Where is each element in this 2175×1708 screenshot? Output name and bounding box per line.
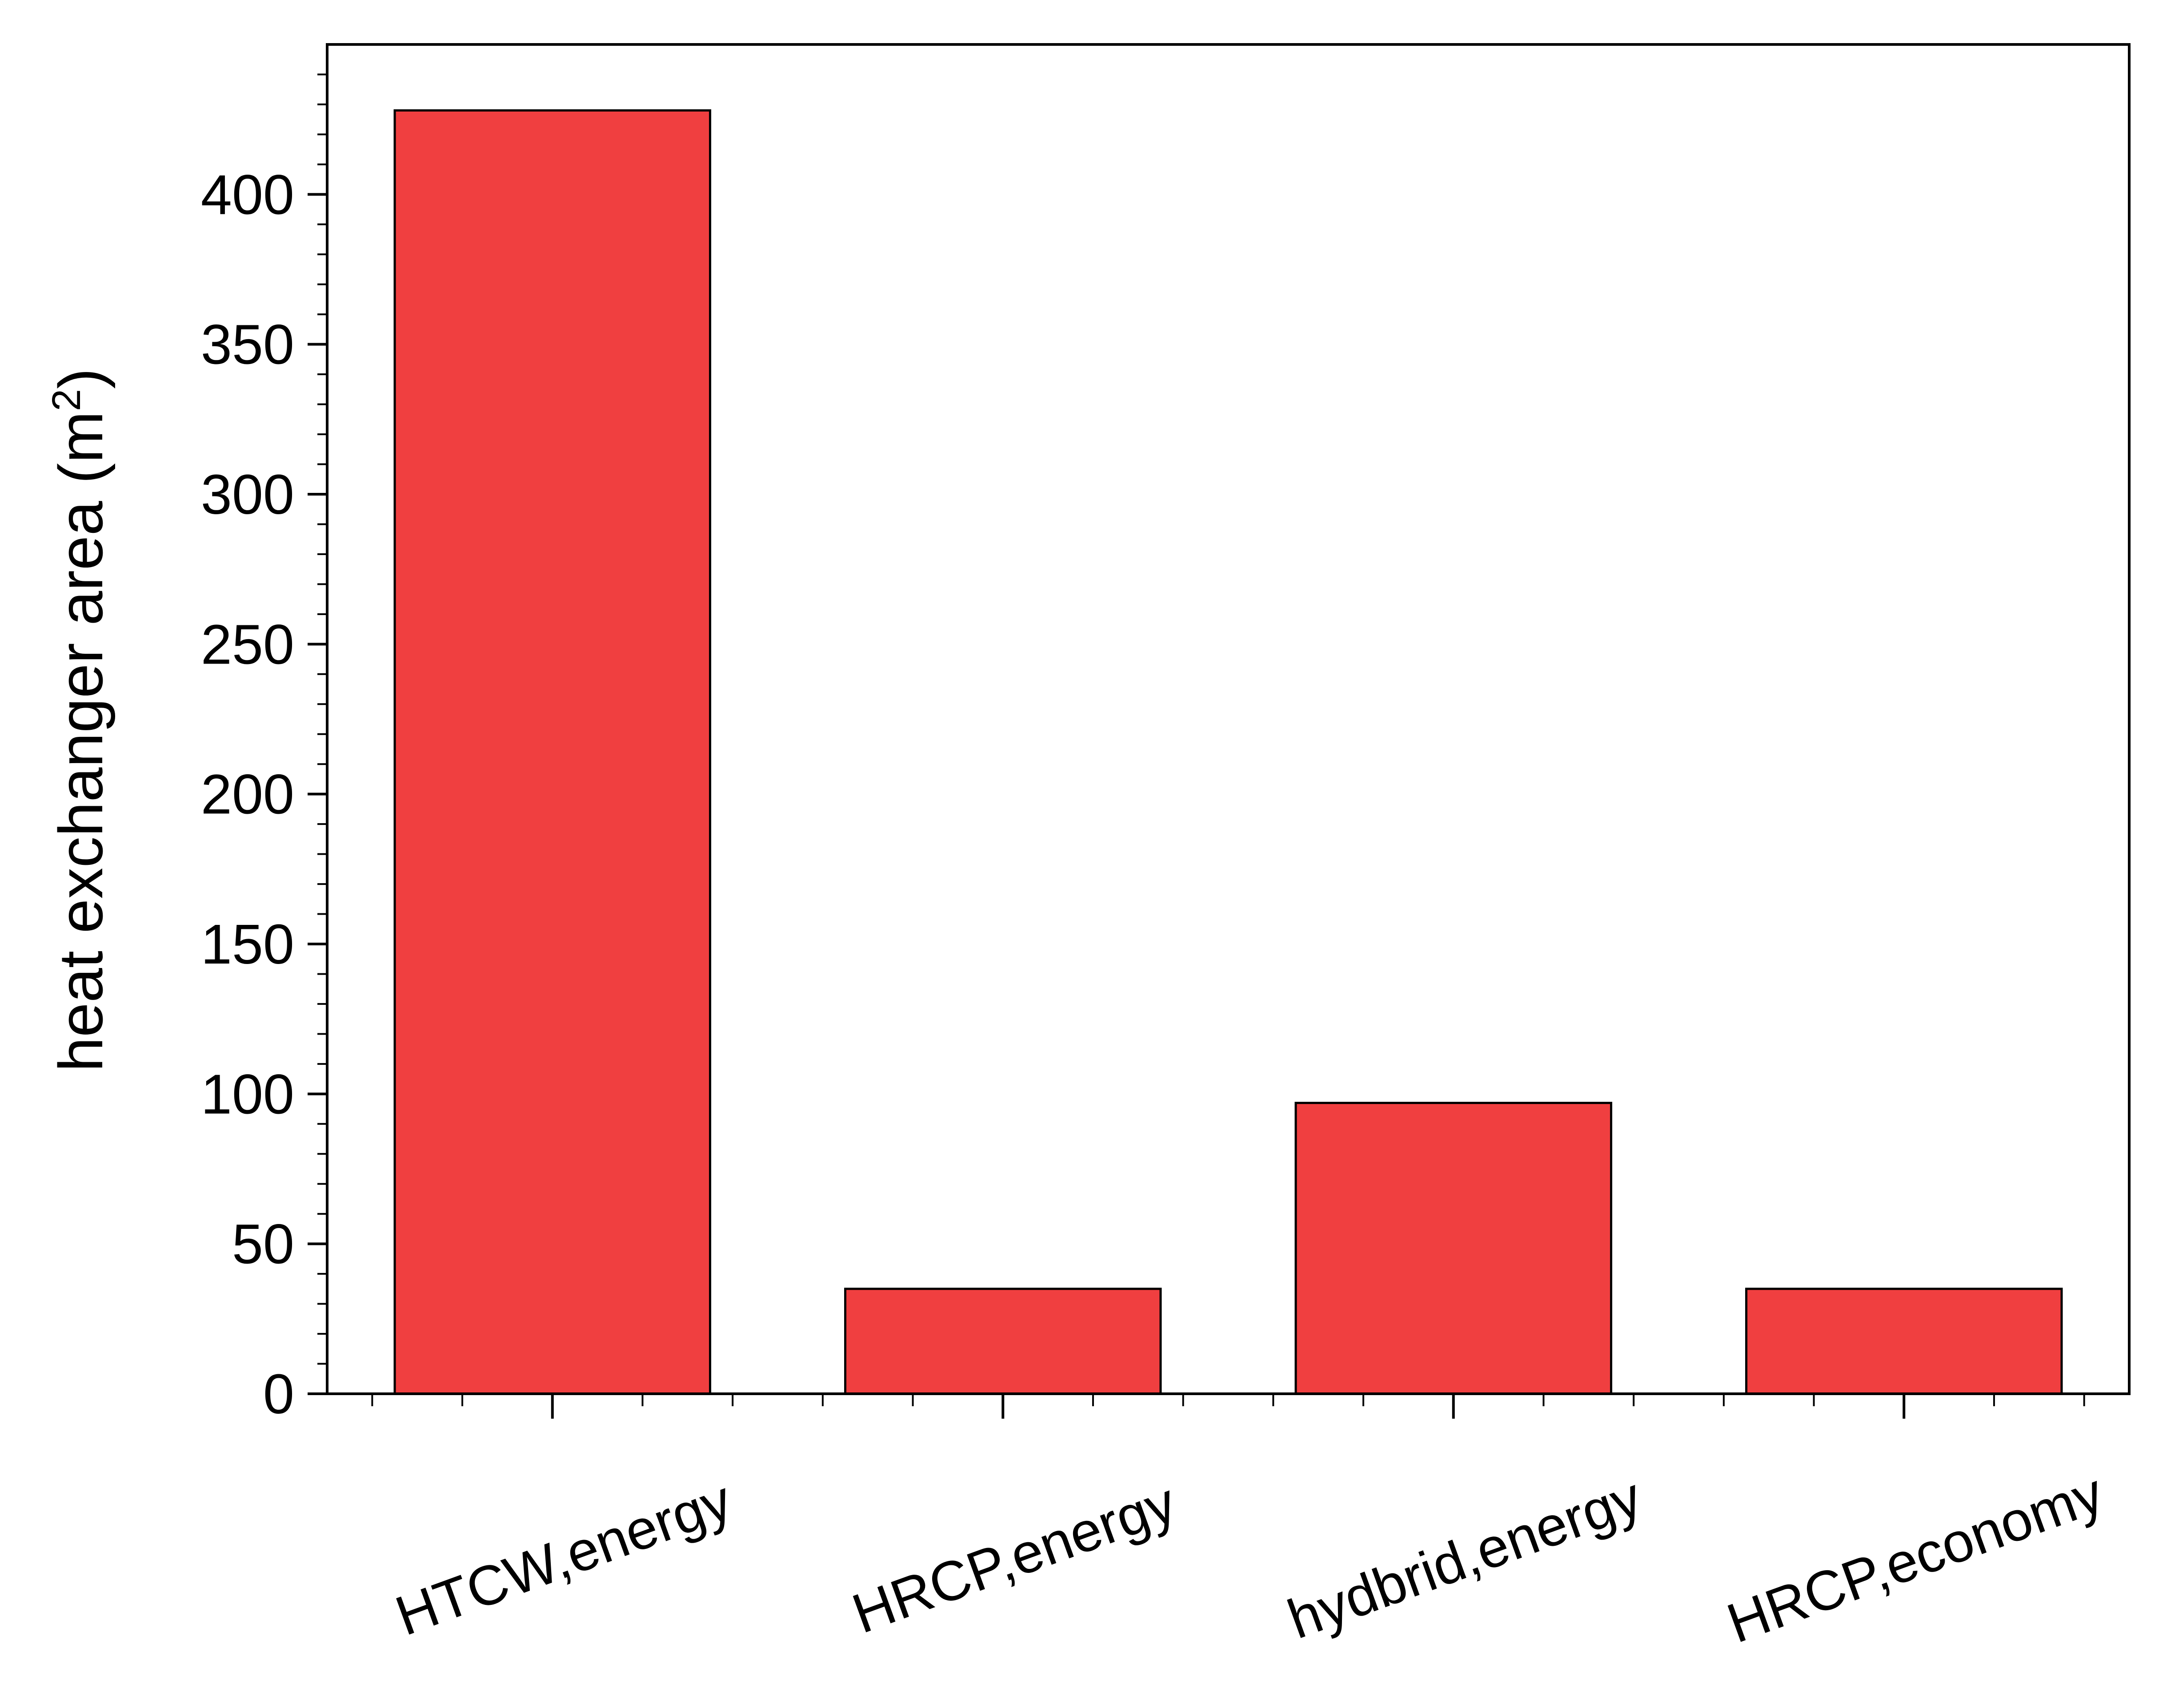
x-tick-label-0: HTCW,energy [388,1468,740,1648]
bar-0 [393,109,711,1395]
y-tick-label-3: 150 [201,913,294,976]
y-tick-label-2: 100 [201,1063,294,1125]
x-tick-label-3: HRCP,economy [1719,1461,2111,1655]
y-tick-label-8: 400 [201,163,294,226]
y-tick-label-6: 300 [201,463,294,526]
plot-frame [326,43,2131,1395]
y-axis-label-close: ) [46,368,116,389]
bars-group [393,109,2063,1395]
y-axis-label-main: heat exchanger area (m [46,411,116,1072]
y-tick-label-4: 200 [201,763,294,826]
bar-2 [1294,1102,1612,1395]
bar-1 [844,1288,1162,1395]
y-tick-label-0: 0 [263,1363,294,1425]
y-axis-label: heat exchanger area (m2) [44,368,116,1072]
x-tick-label-2: hydbrid,energy [1280,1465,1649,1651]
y-tick-label-1: 50 [232,1213,294,1276]
y-tick-label-7: 350 [201,313,294,376]
y-axis-label-superscript: 2 [44,389,89,411]
x-axis: HTCW,energy HRCP,energy hydbrid,energy HRCP… [371,1394,2111,1655]
y-tick-label-5: 250 [201,613,294,676]
bar-3 [1745,1288,2063,1395]
y-axis: 0 50 100 150 200 250 300 350 400 [201,73,327,1425]
x-tick-label-1: HRCP,energy [845,1471,1184,1645]
